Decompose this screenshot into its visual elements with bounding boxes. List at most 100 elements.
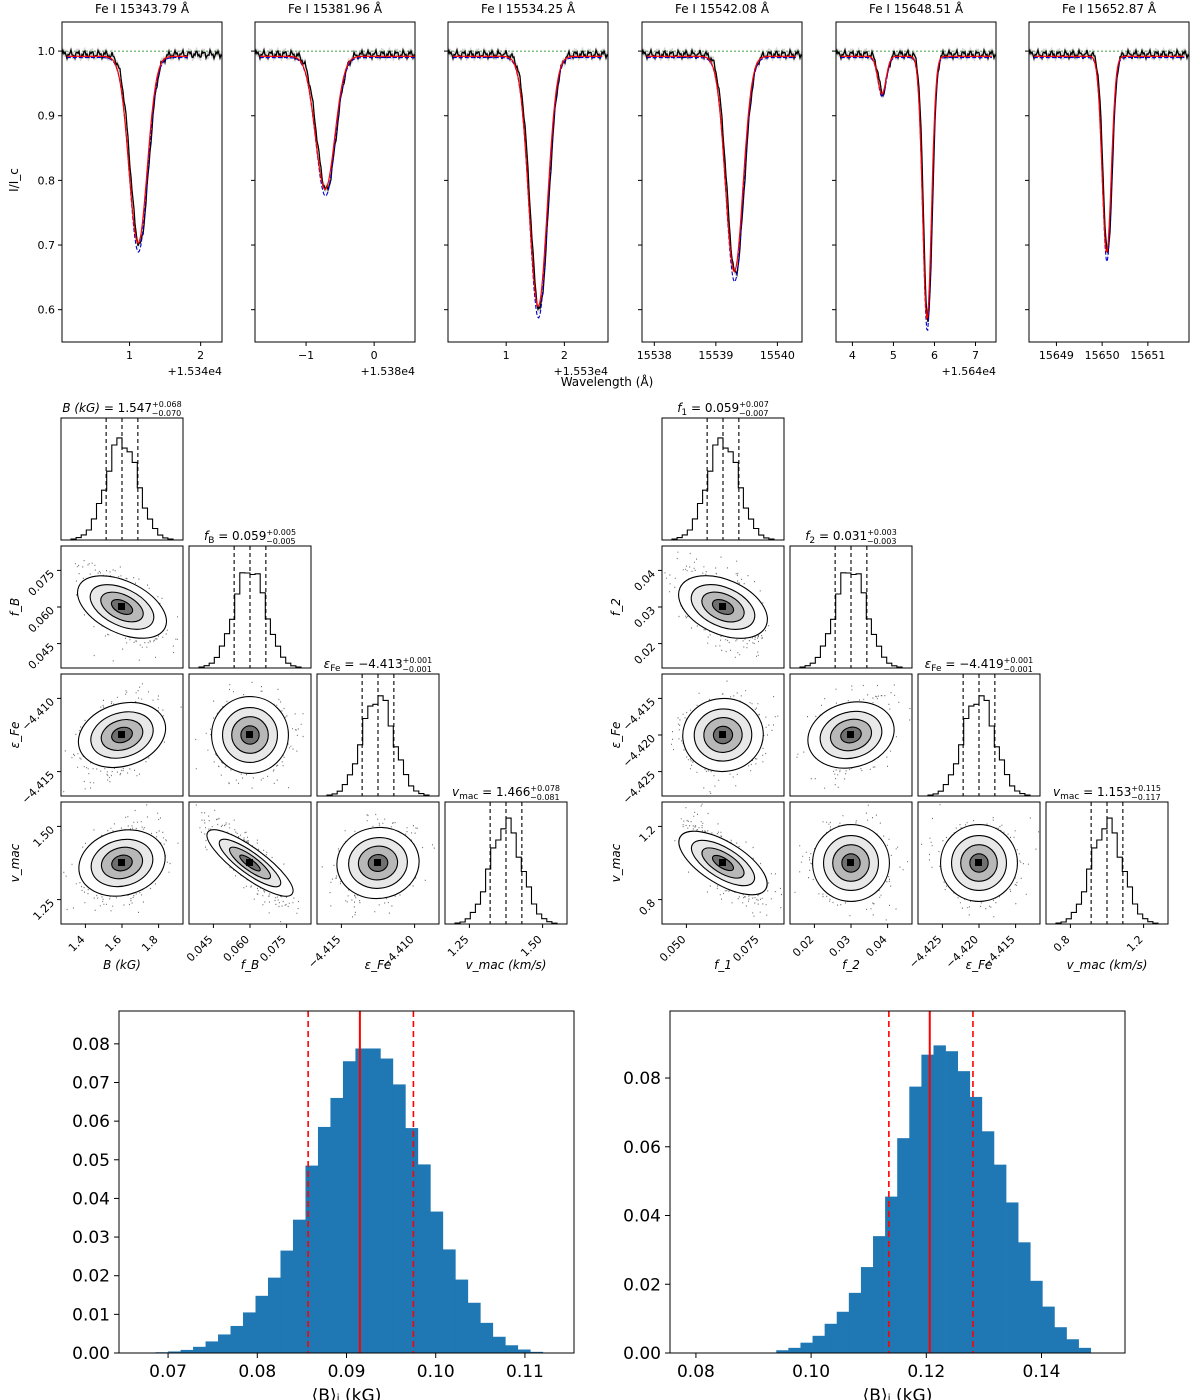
model-red-line bbox=[259, 55, 415, 190]
diag-title: εFe = −4.413+0.001 −0.001 bbox=[324, 656, 432, 674]
observed-spectrum-line bbox=[835, 47, 997, 322]
diagonal-histogram: f1 = 0.059+0.007 −0.007 bbox=[661, 400, 785, 541]
histogram-bar bbox=[788, 1347, 801, 1353]
y-tick-label: 1.50 bbox=[31, 823, 58, 850]
density-peak bbox=[246, 859, 253, 866]
diag-frame bbox=[789, 545, 913, 669]
histogram-bar bbox=[292, 1219, 306, 1353]
panel-frame bbox=[835, 21, 997, 343]
diagonal-histogram: f2 = 0.031+0.003 −0.003 bbox=[789, 528, 913, 669]
x-tick-label: 15649 bbox=[1039, 349, 1074, 362]
diag-frame bbox=[661, 417, 785, 541]
diag-title: εFe = −4.419+0.001 −0.001 bbox=[925, 656, 1033, 674]
y-tick-label: 0.03 bbox=[72, 1228, 110, 1248]
x-tick-label: 6 bbox=[931, 349, 938, 362]
x-offset-label: +1.564e4 bbox=[942, 365, 996, 378]
x-tick-label: 0.10 bbox=[792, 1362, 830, 1382]
scatter-panel bbox=[316, 801, 440, 925]
diagonal-histogram: εFe = −4.419+0.001 −0.001 bbox=[917, 656, 1041, 797]
histogram-bar bbox=[455, 1279, 469, 1353]
x-tick-label: 1.4 bbox=[66, 933, 88, 955]
model-blue-line bbox=[840, 57, 992, 332]
density-peak bbox=[719, 603, 726, 610]
scatter-panel bbox=[661, 673, 785, 797]
row-label: v_mac bbox=[8, 843, 22, 882]
histogram-bar bbox=[280, 1250, 294, 1353]
x-axis-label: ⟨B⟩ᵢ (kG) bbox=[312, 1386, 382, 1400]
histogram-bar bbox=[417, 1164, 431, 1353]
y-tick-label: 0.00 bbox=[72, 1344, 110, 1364]
histogram-bar bbox=[392, 1084, 406, 1353]
column-label: f_2 bbox=[842, 958, 860, 972]
spectra-ylabel: I/I_c bbox=[7, 168, 21, 192]
y-tick-label: 0.02 bbox=[623, 1275, 661, 1295]
x-tick-label: 1.6 bbox=[103, 933, 125, 955]
histogram-bar bbox=[243, 1312, 256, 1353]
panel-frame bbox=[61, 21, 223, 343]
spectrum-panel: Fe I 15652.87 Å 15649 15650 15651 bbox=[1025, 1, 1190, 362]
diag-frame bbox=[917, 673, 1041, 797]
histogram-step bbox=[799, 572, 903, 668]
diag-title: f1 = 0.059+0.007 −0.007 bbox=[677, 400, 769, 418]
density-peak bbox=[719, 731, 726, 738]
x-tick-label: 15650 bbox=[1085, 349, 1120, 362]
scatter-frame bbox=[188, 673, 312, 797]
panel-title: Fe I 15648.51 Å bbox=[869, 1, 964, 16]
histogram-step bbox=[326, 695, 430, 796]
diag-title: B (kG) = 1.547+0.068 −0.070 bbox=[62, 400, 181, 418]
histogram-bar bbox=[873, 1236, 886, 1353]
column-label: B (kG) bbox=[103, 958, 141, 972]
y-tick-label: 0.9 bbox=[38, 110, 56, 123]
row-label: v_mac bbox=[609, 843, 623, 882]
y-tick-label: 0.075 bbox=[26, 567, 57, 598]
x-tick-label: 0.08 bbox=[238, 1362, 276, 1382]
model-blue-line bbox=[1033, 57, 1185, 264]
model-blue-line bbox=[66, 57, 188, 253]
histogram-bar bbox=[993, 1164, 1007, 1353]
histogram-bar bbox=[380, 1058, 394, 1353]
y-tick-label: 0.05 bbox=[72, 1151, 110, 1171]
observed-uncertainty-band bbox=[255, 46, 415, 194]
histogram-bar bbox=[205, 1341, 219, 1353]
histogram-bar bbox=[492, 1336, 506, 1353]
histogram-bar bbox=[193, 1346, 206, 1353]
histogram-bar bbox=[957, 1071, 971, 1353]
panel-frame bbox=[1028, 21, 1190, 343]
y-tick-label: 1.25 bbox=[31, 897, 58, 924]
observed-uncertainty-band bbox=[62, 46, 222, 250]
y-tick-label: 0.7 bbox=[38, 239, 56, 252]
scatter-panel bbox=[661, 545, 785, 669]
scatter-panel bbox=[917, 801, 1041, 925]
diagonal-histogram: B (kG) = 1.547+0.068 −0.070 bbox=[60, 400, 184, 541]
observed-spectrum-line bbox=[61, 47, 223, 246]
density-peak bbox=[975, 859, 982, 866]
panel-frame bbox=[447, 21, 609, 343]
diag-title: f2 = 0.031+0.003 −0.003 bbox=[805, 528, 897, 546]
scatter-panel bbox=[789, 801, 913, 925]
x-tick-label: 7 bbox=[972, 349, 979, 362]
histogram-bar bbox=[848, 1292, 862, 1353]
histogram-bar bbox=[909, 1086, 922, 1353]
y-tick-label: 0.00 bbox=[623, 1344, 661, 1364]
histogram-bar bbox=[230, 1325, 244, 1353]
scatter-frame bbox=[789, 673, 913, 797]
y-tick-label: 0.04 bbox=[72, 1189, 110, 1209]
histogram-bar bbox=[969, 1096, 983, 1353]
histogram-bar bbox=[945, 1051, 958, 1353]
corner-plot-left: B (kG) = 1.547+0.068 −0.070 fB = 0.059+0.0… bbox=[8, 400, 568, 972]
histogram-bar bbox=[180, 1349, 194, 1353]
y-tick-label: 0.08 bbox=[623, 1069, 661, 1089]
histogram-bar bbox=[218, 1334, 231, 1353]
histogram-bar bbox=[1042, 1306, 1055, 1353]
diagonal-histogram: fB = 0.059+0.005 −0.005 bbox=[188, 528, 312, 669]
y-tick-label: 0.045 bbox=[26, 641, 57, 672]
y-tick-label: −4.420 bbox=[620, 732, 658, 770]
density-peak bbox=[374, 859, 381, 866]
scatter-panel bbox=[60, 801, 184, 925]
x-tick-label: 0.8 bbox=[1051, 933, 1073, 955]
y-tick-label: 0.07 bbox=[72, 1073, 110, 1093]
panel-title: Fe I 15343.79 Å bbox=[95, 1, 190, 16]
scatter-panel bbox=[789, 673, 913, 797]
scatter-frame bbox=[60, 673, 184, 797]
diag-frame bbox=[60, 417, 184, 541]
